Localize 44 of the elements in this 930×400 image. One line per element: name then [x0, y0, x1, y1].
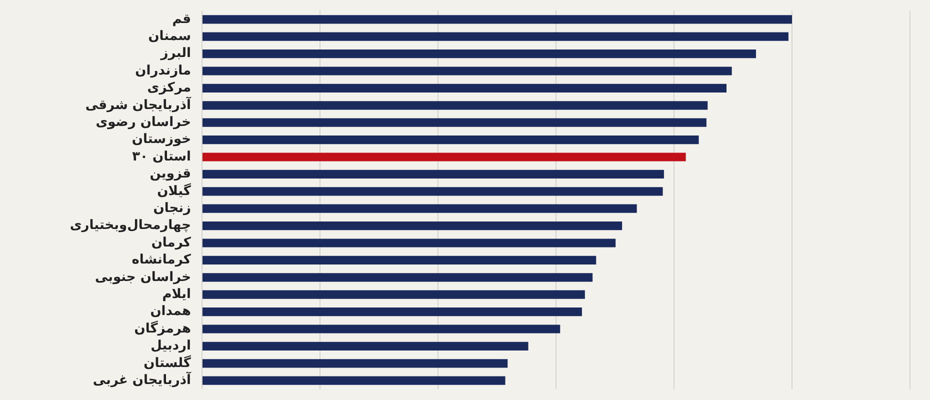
bar — [202, 187, 663, 196]
bar — [202, 32, 788, 41]
y-tick-label: آذربایجان شرقی — [85, 96, 192, 113]
bar — [202, 222, 622, 230]
y-tick-label: زنجان — [153, 200, 191, 216]
y-tick-label: سمنان — [148, 28, 191, 44]
bar — [202, 308, 582, 316]
y-tick-label: مرکزی — [147, 80, 191, 96]
y-tick-label: خوزستان — [132, 132, 191, 148]
bar — [202, 170, 664, 178]
bar — [202, 50, 756, 58]
y-tick-label: گیلان — [157, 182, 192, 199]
y-tick-label: آذربایجان غربی — [92, 370, 192, 388]
bar — [202, 152, 686, 162]
y-tick-label: هرمزگان — [134, 320, 191, 336]
bar — [202, 84, 727, 92]
bar — [202, 101, 708, 110]
y-tick-label: خراسان رضوی — [96, 114, 191, 130]
y-tick-label: مازندران — [135, 63, 191, 78]
y-tick-label: خراسان جنوبی — [94, 270, 191, 285]
bar — [202, 376, 506, 385]
bar — [202, 273, 593, 282]
bar — [202, 359, 508, 368]
bar — [202, 204, 637, 213]
bar — [202, 342, 528, 350]
y-tick-label: کرمان — [151, 235, 192, 250]
y-tick-label: قزوین — [150, 166, 191, 182]
bar — [202, 290, 585, 299]
y-tick-label: ۳۰ استان — [132, 149, 191, 164]
bar — [202, 256, 596, 264]
y-tick-label: کرمانشاه — [132, 252, 192, 268]
y-tick-label: البرز — [160, 46, 191, 62]
y-tick-label: چهارمحال‌وبختیاری — [70, 218, 191, 234]
y-tick-label: اردبیل — [150, 338, 191, 354]
bar — [202, 136, 699, 144]
bar — [202, 15, 792, 24]
y-tick-label: ایلام — [162, 286, 191, 302]
bar — [202, 66, 732, 76]
y-tick-label: گلستان — [144, 354, 192, 371]
bar — [202, 324, 560, 334]
y-tick-label: قم — [172, 12, 191, 27]
y-tick-label: همدان — [150, 304, 191, 320]
bar — [202, 238, 616, 248]
bar — [202, 118, 706, 127]
